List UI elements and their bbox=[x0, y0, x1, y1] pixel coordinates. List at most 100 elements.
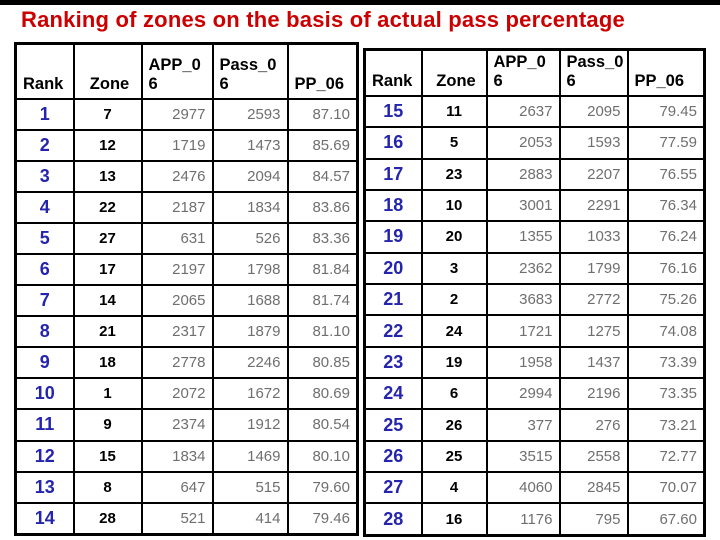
zone-cell: 4 bbox=[420, 471, 488, 505]
pp-06-cell: 75.26 bbox=[626, 282, 706, 317]
zone-cell: 6 bbox=[420, 377, 488, 411]
rank-cell: 15 bbox=[363, 94, 423, 129]
table-row: 21 2 3683 2772 75.26 bbox=[363, 282, 706, 317]
table-row: 27 4 4060 2845 70.07 bbox=[363, 471, 706, 505]
zone-cell: 25 bbox=[420, 439, 488, 474]
app-06-cell: 1721 bbox=[485, 314, 561, 348]
app-06-cell: 3683 bbox=[485, 282, 561, 317]
pass-06-cell: 1275 bbox=[558, 314, 629, 348]
rank-cell: 1 bbox=[14, 97, 75, 131]
app-06-cell: 2065 bbox=[140, 284, 214, 318]
table-row: 25 26 377 276 73.21 bbox=[363, 408, 706, 442]
pass-06-cell: 526 bbox=[211, 221, 289, 255]
table-row: 14 28 521 414 79.46 bbox=[14, 501, 359, 536]
table-row: 8 21 2317 1879 81.10 bbox=[14, 315, 359, 349]
pp-06-cell: 83.36 bbox=[286, 221, 359, 255]
pass-06-cell: 2095 bbox=[558, 94, 629, 129]
pass-06-cell: 1469 bbox=[211, 439, 289, 473]
pass-06-cell: 2772 bbox=[558, 282, 629, 317]
ranking-table-right-wrapper: Rank Zone APP_0 6 Pass_0 6 PP_06 15 11 2637 209… bbox=[363, 48, 706, 537]
zone-cell: 17 bbox=[72, 252, 143, 287]
app-06-cell: 1834 bbox=[140, 439, 214, 473]
pass-06-cell: 1593 bbox=[558, 126, 629, 160]
table-row: 7 14 2065 1688 81.74 bbox=[14, 284, 359, 318]
zone-cell: 21 bbox=[72, 315, 143, 349]
table-row: 11 9 2374 1912 80.54 bbox=[14, 408, 359, 442]
pp-06-cell: 76.24 bbox=[626, 220, 706, 254]
ranking-table-ranks-1-14: Rank Zone APP_0 6 Pass_0 6 PP_06 1 7 2977 2593 8… bbox=[14, 42, 359, 536]
rank-cell: 27 bbox=[363, 471, 423, 505]
table-row: 23 19 1958 1437 73.39 bbox=[363, 345, 706, 380]
pass-06-cell: 1912 bbox=[211, 408, 289, 442]
pass-06-cell: 276 bbox=[558, 408, 629, 442]
rank-cell: 23 bbox=[363, 345, 423, 380]
app-06-cell: 2053 bbox=[485, 126, 561, 160]
zone-cell: 27 bbox=[72, 221, 143, 255]
zone-cell: 19 bbox=[420, 345, 488, 380]
pp-06-cell: 83.86 bbox=[286, 190, 359, 224]
rank-cell: 6 bbox=[14, 252, 75, 287]
rank-cell: 11 bbox=[14, 408, 75, 442]
app-06-cell: 3515 bbox=[485, 439, 561, 474]
pass-06-cell: 1473 bbox=[211, 128, 289, 162]
pp-06-cell: 73.39 bbox=[626, 345, 706, 380]
table-row: 1 7 2977 2593 87.10 bbox=[14, 97, 359, 131]
table-row: 9 18 2778 2246 80.85 bbox=[14, 346, 359, 380]
table-row: 10 1 2072 1672 80.69 bbox=[14, 377, 359, 411]
column-header-pp-06: PP_06 bbox=[626, 48, 706, 97]
column-header-zone: Zone bbox=[72, 42, 143, 100]
pp-06-cell: 73.35 bbox=[626, 377, 706, 411]
table-row: 22 24 1721 1275 74.08 bbox=[363, 314, 706, 348]
column-header-pp-06: PP_06 bbox=[286, 42, 359, 100]
app-06-cell: 2072 bbox=[140, 377, 214, 411]
pass-06-cell: 1799 bbox=[558, 251, 629, 286]
app-06-cell: 4060 bbox=[485, 471, 561, 505]
pass-06-cell: 1798 bbox=[211, 252, 289, 287]
rank-cell: 21 bbox=[363, 282, 423, 317]
zone-cell: 12 bbox=[72, 128, 143, 162]
app-06-cell: 2637 bbox=[485, 94, 561, 129]
app-06-cell: 1355 bbox=[485, 220, 561, 254]
pass-06-cell: 1033 bbox=[558, 220, 629, 254]
zone-cell: 3 bbox=[420, 251, 488, 286]
table-row: 3 13 2476 2094 84.57 bbox=[14, 159, 359, 193]
pass-06-cell: 2593 bbox=[211, 97, 289, 131]
app-06-cell: 2197 bbox=[140, 252, 214, 287]
pp-06-cell: 80.85 bbox=[286, 346, 359, 380]
pass-06-cell: 2558 bbox=[558, 439, 629, 474]
table-row: 19 20 1355 1033 76.24 bbox=[363, 220, 706, 254]
column-header-rank: Rank bbox=[363, 48, 423, 97]
app-06-cell: 2362 bbox=[485, 251, 561, 286]
zone-cell: 20 bbox=[420, 220, 488, 254]
pp-06-cell: 81.10 bbox=[286, 315, 359, 349]
pass-06-cell: 2291 bbox=[558, 188, 629, 223]
rank-cell: 17 bbox=[363, 157, 423, 191]
pass-06-cell: 2094 bbox=[211, 159, 289, 193]
zone-cell: 14 bbox=[72, 284, 143, 318]
pp-06-cell: 81.84 bbox=[286, 252, 359, 287]
table-row: 5 27 631 526 83.36 bbox=[14, 221, 359, 255]
pp-06-cell: 80.54 bbox=[286, 408, 359, 442]
pp-06-cell: 72.77 bbox=[626, 439, 706, 474]
zone-cell: 24 bbox=[420, 314, 488, 348]
pp-06-cell: 80.69 bbox=[286, 377, 359, 411]
zone-cell: 10 bbox=[420, 188, 488, 223]
app-06-cell: 2374 bbox=[140, 408, 214, 442]
pp-06-cell: 67.60 bbox=[626, 502, 706, 537]
pp-06-cell: 79.60 bbox=[286, 470, 359, 504]
table-row: 15 11 2637 2095 79.45 bbox=[363, 94, 706, 129]
rank-cell: 7 bbox=[14, 284, 75, 318]
pass-06-cell: 2246 bbox=[211, 346, 289, 380]
pp-06-cell: 79.45 bbox=[626, 94, 706, 129]
zone-cell: 1 bbox=[72, 377, 143, 411]
column-header-rank: Rank bbox=[14, 42, 75, 100]
rank-cell: 9 bbox=[14, 346, 75, 380]
app-06-cell: 2883 bbox=[485, 157, 561, 191]
pass-06-cell: 2207 bbox=[558, 157, 629, 191]
app-06-cell: 631 bbox=[140, 221, 214, 255]
rank-cell: 14 bbox=[14, 501, 75, 536]
table-row: 13 8 647 515 79.60 bbox=[14, 470, 359, 504]
column-header-pass-06: Pass_0 6 bbox=[558, 48, 629, 97]
pp-06-cell: 70.07 bbox=[626, 471, 706, 505]
pass-06-cell: 2196 bbox=[558, 377, 629, 411]
